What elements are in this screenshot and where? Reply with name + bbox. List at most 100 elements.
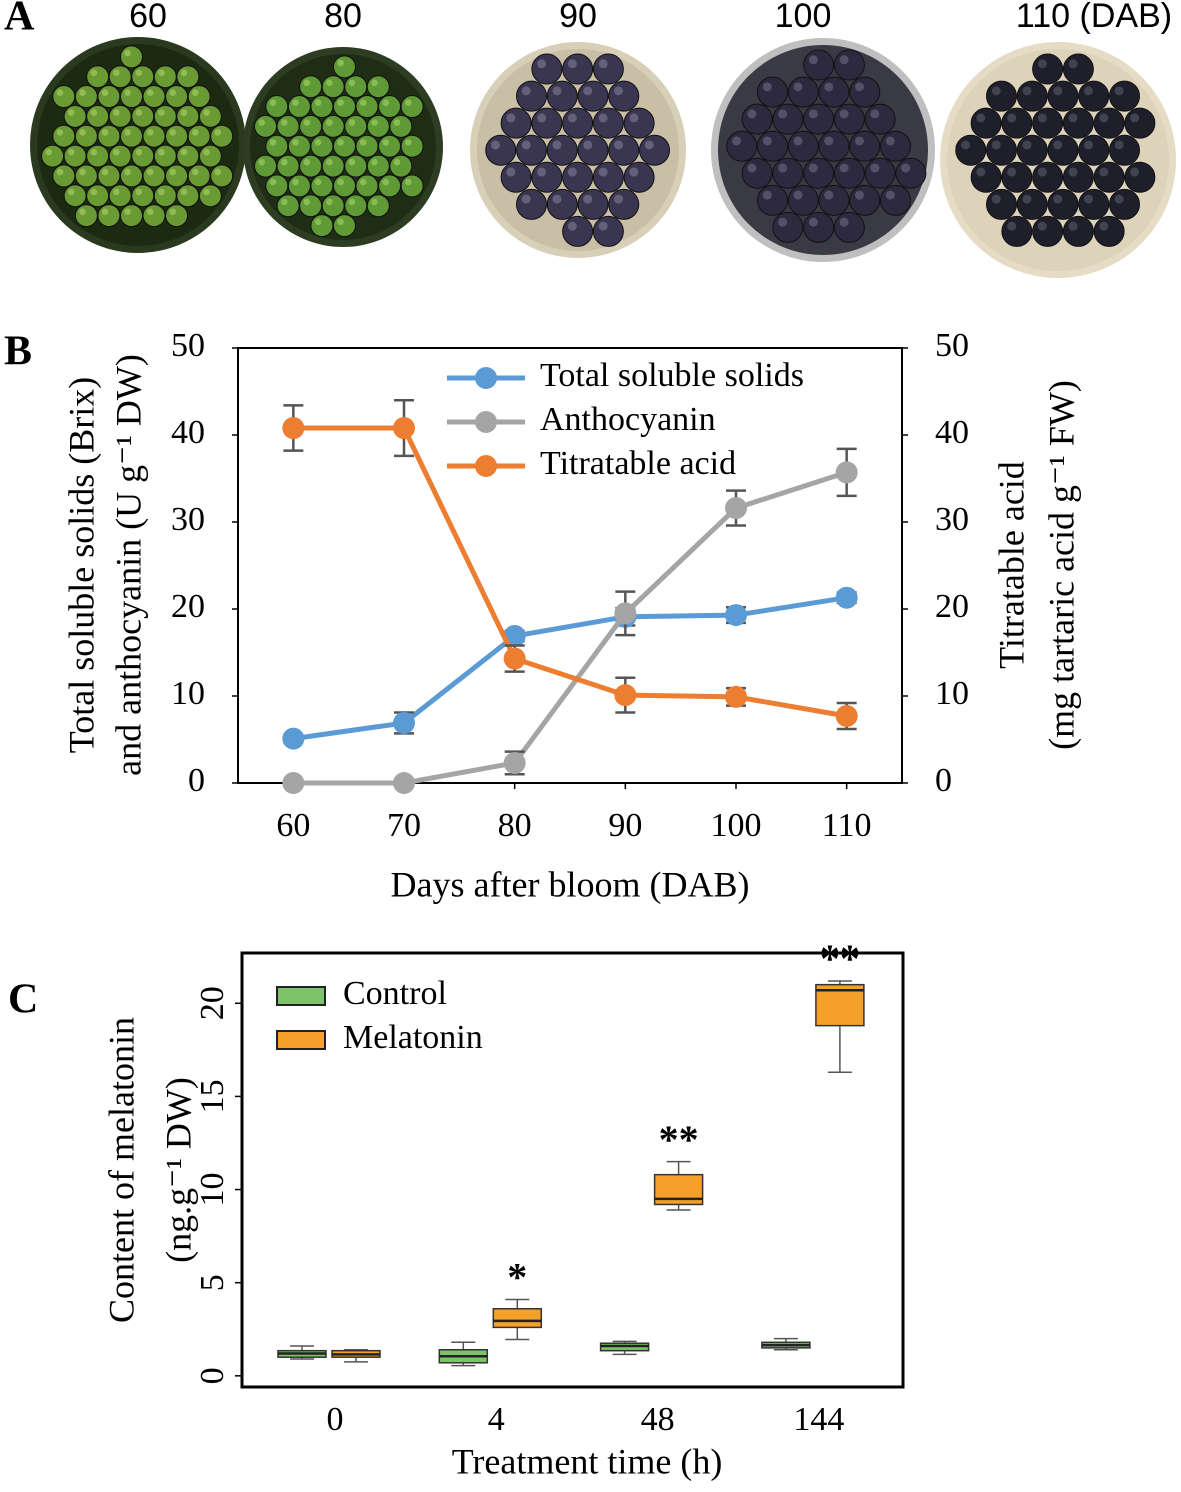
berry	[389, 154, 413, 178]
berry-highlight	[382, 139, 390, 146]
berry-highlight	[885, 190, 895, 200]
berry-highlight	[839, 163, 849, 173]
berry	[1062, 215, 1094, 247]
berry-highlight	[90, 188, 98, 196]
berry-highlight	[124, 168, 131, 176]
berry	[321, 114, 345, 138]
berry-highlight	[991, 194, 1001, 204]
berry	[142, 164, 166, 188]
berry	[787, 76, 819, 108]
berry	[198, 104, 222, 128]
berry	[1032, 107, 1064, 139]
berry-highlight	[303, 158, 311, 166]
berry-highlight	[1068, 113, 1078, 123]
berry	[119, 204, 143, 228]
berry	[198, 144, 222, 168]
berry	[310, 134, 334, 158]
berry-highlight	[1114, 194, 1124, 204]
berry-highlight	[180, 109, 188, 116]
berry	[803, 103, 835, 135]
data-point	[725, 497, 747, 520]
data-point	[725, 604, 747, 627]
berry	[52, 85, 76, 109]
berry-highlight	[146, 208, 154, 216]
berry	[97, 85, 121, 109]
series-line	[293, 470, 848, 786]
berry	[210, 164, 234, 188]
berry	[332, 174, 356, 198]
berry	[299, 75, 323, 99]
berry-highlight	[629, 167, 639, 177]
berry-highlight	[521, 86, 531, 96]
berry-highlight	[169, 89, 177, 96]
berry-highlight	[552, 140, 562, 150]
y-tick-label: 10	[194, 1173, 231, 1207]
y-tick-label: 15	[194, 1079, 231, 1113]
berry-highlight	[348, 198, 356, 206]
data-point	[393, 772, 415, 794]
berry	[757, 76, 788, 108]
berry-highlight	[991, 140, 1001, 150]
berry-highlight	[778, 109, 788, 119]
berry-highlight	[191, 89, 199, 96]
berry-highlight	[135, 69, 143, 77]
data-point	[614, 602, 637, 625]
y2-tick-label: 40	[935, 414, 969, 451]
berry	[880, 130, 911, 162]
berry-highlight	[598, 59, 608, 69]
berry-highlight	[280, 198, 288, 206]
y-tick-label: 5	[194, 1274, 231, 1291]
berry-highlight	[404, 99, 412, 106]
dish-label: 110 (DAB)	[1016, 0, 1172, 35]
berry	[864, 157, 896, 189]
berry-highlight	[169, 129, 177, 136]
berry-highlight	[1084, 194, 1093, 204]
berry	[1124, 107, 1156, 139]
berry	[772, 103, 804, 135]
berry-highlight	[839, 109, 849, 119]
berry	[86, 184, 110, 208]
berry	[818, 184, 850, 216]
berry	[608, 134, 640, 166]
berry-highlight	[292, 178, 299, 186]
berry	[74, 124, 98, 148]
berry	[131, 184, 155, 208]
berry	[52, 164, 76, 188]
berry-highlight	[521, 140, 531, 150]
berry	[108, 144, 132, 168]
berry-highlight	[1068, 59, 1078, 69]
berry	[955, 134, 987, 166]
berry	[299, 194, 323, 218]
berry-highlight	[292, 139, 299, 146]
berry	[986, 134, 1017, 166]
berry	[1062, 161, 1094, 193]
berry	[562, 107, 594, 139]
berry	[153, 65, 177, 89]
berry-highlight	[326, 79, 333, 87]
berry	[849, 184, 881, 216]
berry	[546, 188, 578, 220]
berry-highlight	[314, 139, 322, 146]
berry-highlight	[885, 136, 895, 146]
berry-highlight	[793, 190, 803, 200]
berry	[176, 184, 200, 208]
data-point	[282, 772, 305, 794]
legend-marker	[475, 411, 497, 433]
berry	[400, 95, 424, 119]
berry	[131, 104, 155, 128]
y-tick-label: 20	[194, 986, 231, 1020]
berry-highlight	[303, 79, 311, 87]
berry	[74, 85, 98, 109]
berry	[366, 75, 390, 99]
berry	[562, 161, 594, 193]
berry	[165, 124, 189, 148]
berry	[516, 188, 547, 220]
berry-highlight	[598, 167, 608, 177]
berry	[1078, 80, 1110, 112]
berry	[500, 161, 532, 193]
berry-highlight	[314, 99, 322, 106]
berry	[849, 130, 881, 162]
berry-highlight	[337, 218, 344, 226]
data-point	[393, 711, 415, 734]
